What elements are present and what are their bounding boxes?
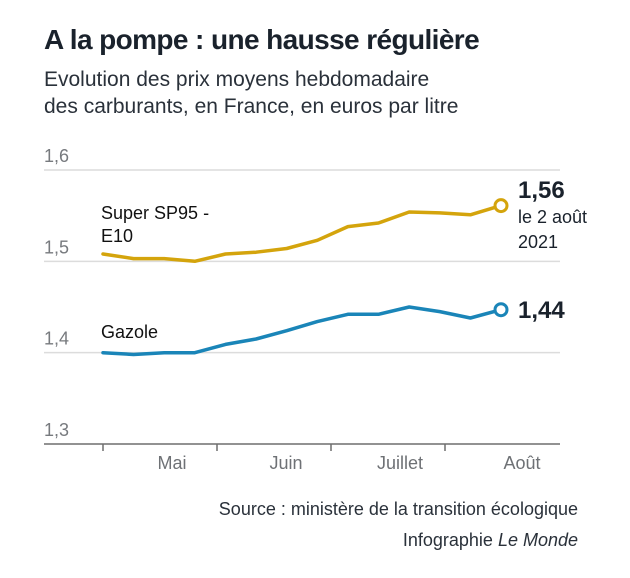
y-tick-label: 1,6 — [44, 146, 69, 166]
gazole-line — [101, 305, 503, 357]
x-axis: Mai Juin Juillet Août — [44, 443, 560, 473]
sp95-label-line-1: Super SP95 - — [101, 203, 209, 223]
sp95-line — [101, 203, 503, 264]
source-note: Source : ministère de la transition écol… — [218, 499, 578, 519]
gazole-label: Gazole — [101, 322, 158, 342]
credit-brand: Le Monde — [497, 530, 578, 550]
x-tick-label: Juin — [269, 453, 302, 473]
y-tick-label: 1,5 — [44, 237, 69, 257]
credit-note: Infographie Le Monde — [403, 530, 578, 551]
sp95-end-date-line-1: le 2 août — [518, 207, 587, 227]
sp95-end-date-line-2: 2021 — [518, 232, 558, 252]
sp95-label-line-2: E10 — [101, 226, 133, 246]
subtitle-line-1: Evolution des prix moyens hebdomadaire — [44, 68, 430, 91]
chart-subtitle: Evolution des prix moyens hebdomadaire d… — [44, 66, 604, 120]
sp95-end-marker — [493, 198, 509, 214]
subtitle-line-2: des carburants, en France, en euros par … — [44, 95, 459, 118]
y-tick-label: 1,4 — [44, 329, 69, 349]
gazole-end-marker — [493, 302, 509, 318]
sp95-end-value: 1,56 — [518, 177, 565, 204]
chart-title: A la pompe : une hausse régulière — [44, 24, 480, 55]
credit-prefix: Infographie — [402, 530, 498, 550]
gazole-end-value: 1,44 — [518, 297, 565, 324]
x-tick-label: Août — [503, 453, 540, 473]
y-tick-label: 1,3 — [44, 420, 69, 440]
series-labels: Super SP95 - E10 Gazole 1,56 le 2 août 2… — [101, 177, 587, 342]
x-tick-label: Mai — [157, 453, 186, 473]
x-tick-label: Juillet — [377, 453, 423, 473]
series-lines — [101, 198, 509, 357]
y-axis-ticks: 1,3 1,4 1,5 1,6 — [44, 146, 69, 440]
